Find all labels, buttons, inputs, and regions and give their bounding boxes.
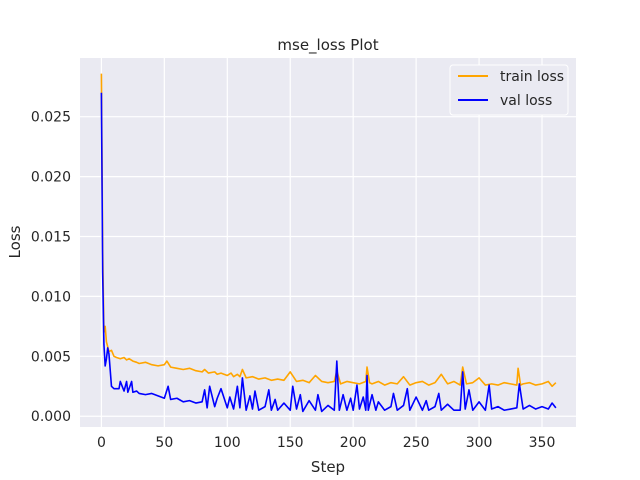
series-line-val-loss (100, 92, 557, 413)
x-tick-label: 350 (529, 435, 556, 451)
y-tick-label: 0.000 (31, 409, 71, 425)
series-group (100, 73, 557, 413)
x-tick-label: 200 (340, 435, 367, 451)
y-tick-labels: 0.000 0.005 0.010 0.015 0.020 0.025 (31, 110, 71, 426)
y-tick-label: 0.010 (31, 289, 71, 305)
y-tick-label: 0.025 (31, 110, 71, 126)
chart-title: mse_loss Plot (277, 36, 378, 55)
legend-label-train-loss: train loss (500, 69, 564, 85)
legend: train loss val loss (449, 64, 569, 116)
y-tick-label: 0.005 (31, 349, 71, 365)
y-tick-label: 0.020 (31, 170, 71, 186)
legend-box (449, 64, 569, 116)
series-line-train-loss (100, 73, 557, 388)
y-tick-label: 0.015 (31, 230, 71, 246)
x-axis-label: Step (311, 458, 345, 476)
x-tick-label: 250 (403, 435, 430, 451)
x-tick-label: 100 (214, 435, 241, 451)
x-tick-label: 50 (155, 435, 173, 451)
x-tick-label: 300 (466, 435, 493, 451)
x-tick-label: 150 (277, 435, 304, 451)
y-axis-label: Loss (6, 225, 24, 258)
legend-label-val-loss: val loss (500, 93, 552, 109)
grid (80, 58, 576, 427)
x-tick-label: 0 (97, 435, 106, 451)
x-tick-labels: 0 50 100 150 200 250 300 350 (97, 435, 555, 451)
